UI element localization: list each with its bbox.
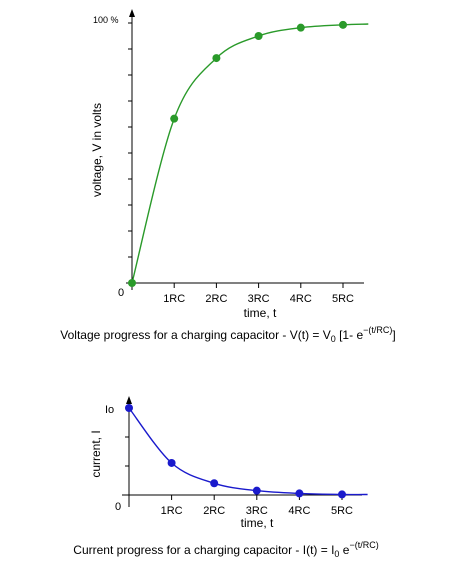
voltage-data-point	[212, 54, 221, 63]
current-origin-label: 0	[115, 501, 121, 513]
current-y-ticks	[125, 407, 129, 496]
current-data-point	[167, 458, 176, 467]
voltage-series-line	[131, 23, 369, 284]
current-data-point	[295, 489, 304, 498]
current-x-tick-label: 1RC	[161, 505, 183, 517]
current-x-axis-title: time, t	[241, 516, 274, 530]
current-data-point	[210, 479, 219, 488]
voltage-y-ticks	[128, 22, 132, 284]
voltage-origin-label: 0	[118, 287, 124, 299]
current-data-point	[125, 404, 133, 412]
voltage-data-point	[254, 32, 263, 40]
current-x-ticks: 1RC 2RC 3RC 4RC 5RC	[161, 495, 353, 517]
voltage-chart: 1RC 2RC 3RC 4RC 5RC 100 % 0 voltage, V in vo…	[60, 9, 396, 344]
voltage-y-axis-title: voltage, V in volts	[90, 103, 104, 197]
voltage-x-tick-label: 1RC	[163, 293, 185, 305]
current-series-line	[128, 407, 368, 496]
current-caption: Current progress for a charging capacito…	[73, 540, 378, 559]
current-x-tick-label: 3RC	[246, 505, 268, 517]
voltage-data-point	[339, 20, 347, 29]
voltage-y-top-label: 100 %	[93, 15, 119, 25]
current-series-points	[125, 404, 346, 499]
voltage-x-tick-label: 3RC	[248, 293, 270, 305]
voltage-data-point	[170, 114, 179, 123]
voltage-x-tick-label: 5RC	[332, 293, 354, 305]
voltage-data-point	[296, 23, 305, 32]
current-data-point	[338, 490, 346, 499]
voltage-series-points	[128, 20, 347, 287]
voltage-x-ticks: 1RC 2RC 3RC 4RC 5RC	[163, 283, 354, 305]
voltage-x-tick-label: 4RC	[290, 293, 312, 305]
voltage-x-tick-label: 2RC	[205, 293, 227, 305]
current-x-tick-label: 4RC	[288, 505, 310, 517]
current-x-tick-label: 5RC	[331, 505, 353, 517]
voltage-caption: Voltage progress for a charging capacito…	[60, 325, 395, 344]
voltage-y-axis-arrow	[129, 9, 135, 17]
current-y-top-label: Io	[105, 404, 114, 416]
current-y-axis-arrow	[126, 396, 132, 404]
current-x-tick-label: 2RC	[203, 505, 225, 517]
voltage-data-point	[128, 279, 136, 287]
voltage-x-axis-title: time, t	[244, 306, 277, 320]
current-y-axis-title: current, I	[89, 430, 103, 477]
current-data-point	[252, 486, 261, 495]
current-chart: 1RC 2RC 3RC 4RC 5RC Io 0 current, I time, t …	[73, 396, 379, 559]
